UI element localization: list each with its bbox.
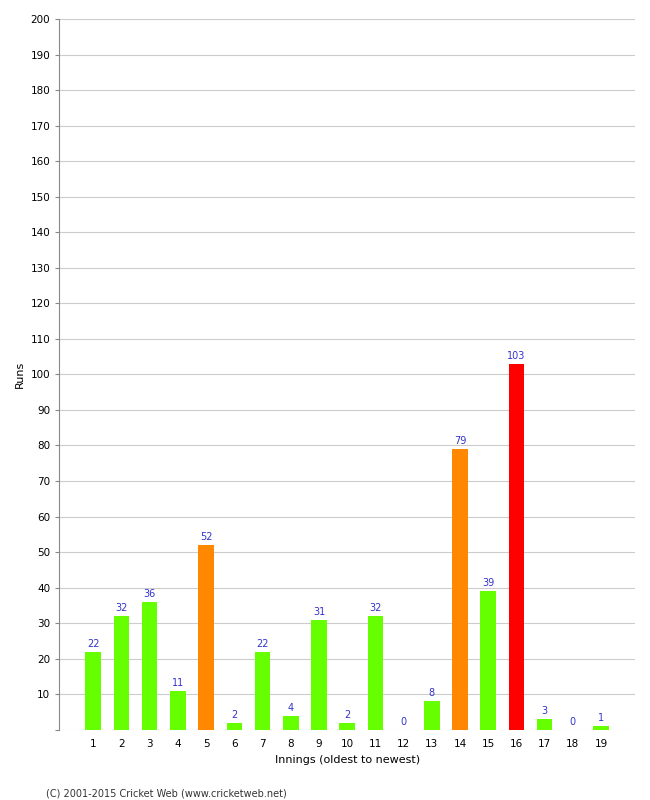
Bar (283, 715, 298, 730)
X-axis label: Innings (oldest to newest): Innings (oldest to newest) (274, 755, 420, 765)
Text: 31: 31 (313, 606, 325, 617)
Bar (86, 651, 101, 730)
Text: 22: 22 (87, 638, 99, 649)
Bar (311, 619, 327, 730)
Text: 22: 22 (256, 638, 269, 649)
Bar (114, 616, 129, 730)
Text: 32: 32 (115, 603, 127, 613)
Bar (227, 722, 242, 730)
Bar (537, 719, 552, 730)
Text: 36: 36 (144, 589, 156, 599)
Bar (170, 690, 186, 730)
Text: 3: 3 (541, 706, 548, 716)
Text: 2: 2 (344, 710, 350, 720)
Text: 2: 2 (231, 710, 237, 720)
Text: 103: 103 (507, 351, 526, 361)
Bar (480, 591, 496, 730)
Text: 0: 0 (570, 717, 576, 727)
Text: 79: 79 (454, 436, 466, 446)
Bar (255, 651, 270, 730)
Text: (C) 2001-2015 Cricket Web (www.cricketweb.net): (C) 2001-2015 Cricket Web (www.cricketwe… (46, 788, 286, 798)
Text: 1: 1 (598, 714, 604, 723)
Text: 32: 32 (369, 603, 382, 613)
Bar (198, 545, 214, 730)
Bar (368, 616, 383, 730)
Bar (424, 702, 439, 730)
Bar (452, 449, 468, 730)
Bar (142, 602, 157, 730)
Text: 11: 11 (172, 678, 184, 688)
Bar (339, 722, 355, 730)
Text: 39: 39 (482, 578, 495, 588)
Bar (593, 726, 609, 730)
Bar (509, 364, 524, 730)
Text: 4: 4 (288, 702, 294, 713)
Text: 8: 8 (429, 689, 435, 698)
Text: 0: 0 (400, 717, 407, 727)
Y-axis label: Runs: Runs (15, 361, 25, 388)
Text: 52: 52 (200, 532, 213, 542)
